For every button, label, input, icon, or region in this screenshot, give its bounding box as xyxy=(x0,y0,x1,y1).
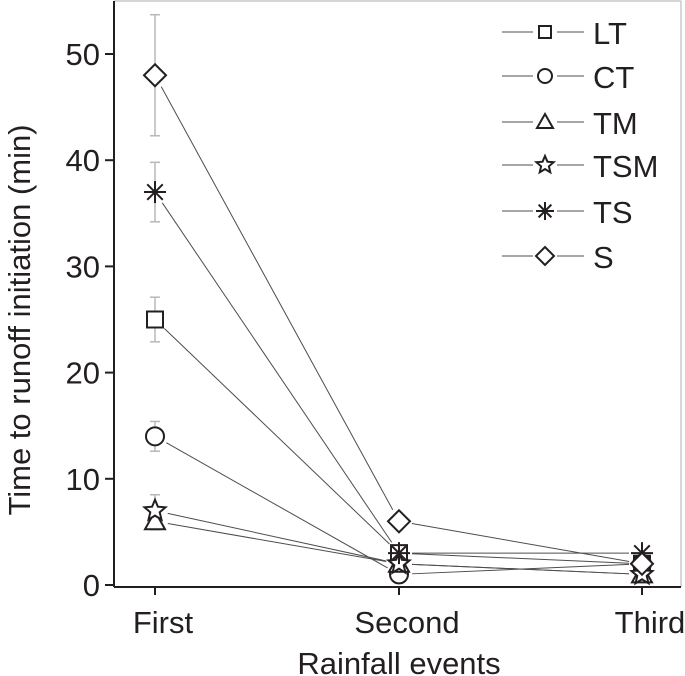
legend-marker xyxy=(536,202,554,220)
square-icon xyxy=(146,310,164,329)
x-axis-title: Rainfall events xyxy=(297,646,500,676)
diamond-icon xyxy=(534,245,556,267)
series-line-tsm xyxy=(167,512,387,562)
diamond-icon xyxy=(629,551,655,577)
error-bars xyxy=(150,13,404,558)
data-point-s xyxy=(629,551,655,577)
y-tick-label: 30 xyxy=(66,249,100,284)
y-tick-label: 0 xyxy=(83,568,100,603)
y-tick-label: 40 xyxy=(66,143,100,178)
series-line-tsm xyxy=(411,563,630,575)
asterisk-center xyxy=(397,551,401,556)
legend-item-tsm: TSM xyxy=(502,149,658,184)
legend-label: LT xyxy=(593,16,627,51)
series-line-s xyxy=(160,86,394,511)
x-tick-label: Second xyxy=(354,605,459,640)
asterisk-center xyxy=(153,190,157,195)
data-point-s xyxy=(386,508,412,534)
triangle-icon xyxy=(143,509,167,531)
legend-label: TM xyxy=(593,106,638,141)
legend-marker xyxy=(537,68,553,84)
legend-marker xyxy=(534,245,556,267)
series-line-ts xyxy=(161,202,393,543)
legend-label: S xyxy=(593,240,614,275)
axes: 0 10 20 30 40 50 First Second Third xyxy=(66,1,685,640)
data-point-ts xyxy=(144,181,166,204)
series-lines xyxy=(160,86,630,575)
data-point-tm xyxy=(143,509,167,531)
diamond-icon xyxy=(386,508,412,534)
asterisk-center xyxy=(543,209,547,213)
star-icon xyxy=(141,497,169,522)
legend-item-ct: CT xyxy=(502,60,634,95)
y-tick-label: 20 xyxy=(66,356,100,391)
circle-icon xyxy=(145,426,165,447)
legend-label: CT xyxy=(593,60,634,95)
circle-icon xyxy=(537,68,553,84)
x-tick-label: Third xyxy=(615,605,685,640)
data-point-lt xyxy=(146,310,164,329)
triangle-icon xyxy=(535,111,555,129)
legend-marker xyxy=(538,25,552,39)
series-markers xyxy=(141,62,656,586)
legend-marker xyxy=(533,153,557,175)
y-axis-title: Time to runoff initiation (min) xyxy=(2,124,37,515)
data-point-s xyxy=(142,62,168,88)
diamond-icon xyxy=(142,62,168,88)
series-line-s xyxy=(411,523,630,563)
legend-item-s: S xyxy=(502,240,614,275)
legend-label: TS xyxy=(593,195,633,230)
y-tick-label: 10 xyxy=(66,462,100,497)
star-icon xyxy=(533,153,557,175)
square-icon xyxy=(538,25,552,39)
series-line-tm xyxy=(167,523,387,563)
legend-marker xyxy=(535,111,555,129)
legend-item-tm: TM xyxy=(502,106,638,141)
data-point-ct xyxy=(145,426,165,447)
legend-item-lt: LT xyxy=(502,16,627,51)
legend-label: TSM xyxy=(593,149,658,184)
series-line-ct xyxy=(166,442,388,569)
legend-item-ts: TS xyxy=(502,195,633,230)
data-point-tsm xyxy=(141,497,169,522)
series-line-lt xyxy=(411,553,630,564)
x-tick-label: First xyxy=(133,605,194,640)
data-point-ts xyxy=(388,542,410,565)
series-line-lt xyxy=(164,328,390,545)
legend: LT CT TM TSM TS S xyxy=(502,16,658,275)
plot-frame xyxy=(114,0,682,587)
y-tick-label: 50 xyxy=(66,37,100,72)
